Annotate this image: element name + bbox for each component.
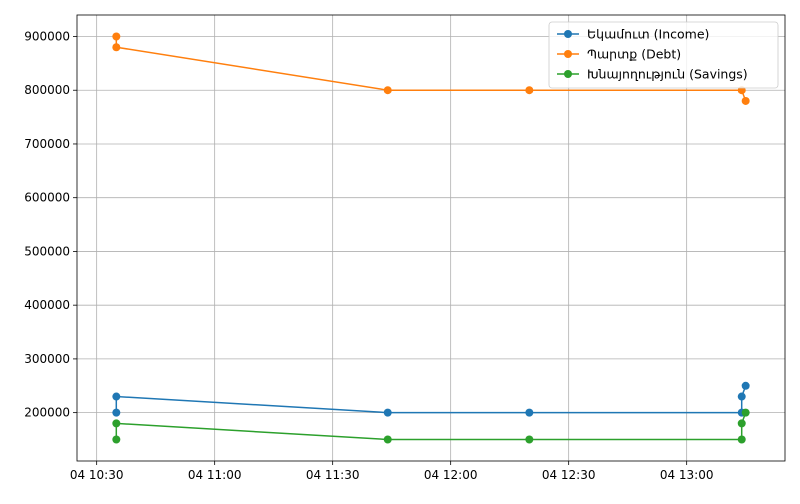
data-point — [737, 435, 746, 444]
data-point — [741, 381, 750, 390]
data-point — [112, 392, 121, 401]
data-point — [383, 408, 392, 417]
legend-item: Եկամուտ (Income) — [557, 27, 709, 42]
x-tick-label: 04 11:00 — [188, 468, 242, 482]
y-tick-label: 600000 — [24, 191, 70, 205]
x-tick-label: 04 12:30 — [542, 468, 596, 482]
data-point — [112, 419, 121, 428]
x-tick-label: 04 12:00 — [424, 468, 478, 482]
y-tick-label: 900000 — [24, 29, 70, 43]
data-point — [737, 392, 746, 401]
legend-label: Եկամուտ (Income) — [587, 27, 709, 42]
x-tick-label: 04 13:00 — [660, 468, 714, 482]
plot-area — [77, 15, 785, 461]
y-tick-label: 200000 — [24, 406, 70, 420]
data-point — [383, 435, 392, 444]
data-point — [741, 96, 750, 105]
series-2 — [112, 408, 750, 444]
y-tick-label: 400000 — [24, 298, 70, 312]
data-point — [525, 435, 534, 444]
data-point — [112, 32, 121, 41]
y-tick-label: 300000 — [24, 352, 70, 366]
data-point — [383, 86, 392, 95]
data-point — [525, 408, 534, 417]
series-0 — [112, 381, 750, 417]
x-tick-label: 04 10:30 — [70, 468, 124, 482]
legend-swatch-marker — [564, 70, 572, 78]
legend-swatch-marker — [564, 30, 572, 38]
y-tick-label: 500000 — [24, 244, 70, 258]
y-tick-label: 700000 — [24, 137, 70, 151]
data-point — [525, 86, 534, 95]
data-point — [112, 408, 121, 417]
x-tick-label: 04 11:30 — [306, 468, 360, 482]
data-point — [112, 43, 121, 52]
legend-label: Խնայողություն (Savings) — [587, 67, 748, 82]
legend-swatch-marker — [564, 50, 572, 58]
legend-label: Պարտք (Debt) — [587, 47, 681, 62]
legend: Եկամուտ (Income) Պարտք (Debt) Խնայողությու… — [548, 21, 779, 89]
data-point — [741, 408, 750, 417]
legend-item: Պարտք (Debt) — [557, 47, 681, 62]
legend-box — [548, 21, 779, 89]
legend-item: Խնայողություն (Savings) — [557, 67, 748, 82]
data-point — [112, 435, 121, 444]
y-tick-label: 800000 — [24, 83, 70, 97]
axes: 04 10:30 04 11:00 04 11:30 04 12:00 04 12:30… — [24, 29, 713, 482]
data-point — [737, 419, 746, 428]
plot-frame — [76, 14, 786, 462]
series-group — [112, 32, 750, 444]
